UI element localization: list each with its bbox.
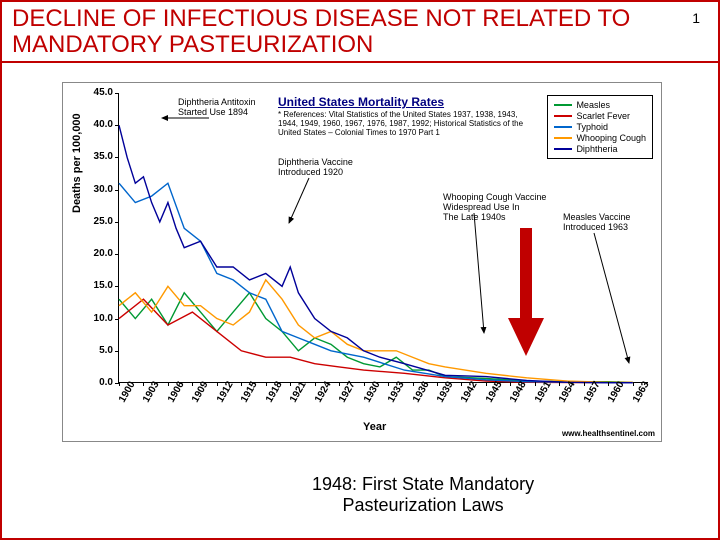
x-tick-label: 1933 — [386, 380, 407, 405]
x-tick-label: 1909 — [190, 380, 211, 405]
x-tick-label: 1927 — [337, 380, 358, 405]
x-tick-label: 1960 — [606, 380, 627, 405]
x-tick-label: 1939 — [435, 380, 456, 405]
y-tick-label: 30.0 — [81, 184, 113, 195]
slide-title: DECLINE OF INFECTIOUS DISEASE NOT RELATE… — [12, 6, 692, 59]
x-tick-label: 1957 — [582, 380, 603, 405]
y-tick-label: 20.0 — [81, 248, 113, 259]
series-scarlet-fever — [119, 299, 633, 382]
x-tick-label: 1942 — [459, 380, 480, 405]
y-tick-label: 35.0 — [81, 151, 113, 162]
x-tick-label: 1924 — [313, 380, 334, 405]
chart-lines — [119, 93, 648, 382]
y-tick-label: 45.0 — [81, 87, 113, 98]
y-tick-label: 0.0 — [81, 377, 113, 388]
x-tick-label: 1906 — [166, 380, 187, 405]
x-tick-label: 1918 — [264, 380, 285, 405]
page-number: 1 — [692, 6, 708, 26]
title-bar: DECLINE OF INFECTIOUS DISEASE NOT RELATE… — [2, 2, 718, 63]
y-tick-label: 5.0 — [81, 345, 113, 356]
x-tick-label: 1954 — [557, 380, 578, 405]
chart-container: United States Mortality Rates * Referenc… — [62, 82, 662, 442]
x-tick-label: 1930 — [362, 380, 383, 405]
x-tick-label: 1921 — [288, 380, 309, 405]
x-tick-label: 1900 — [117, 380, 138, 405]
series-whooping-cough — [119, 280, 633, 382]
x-tick-label: 1915 — [239, 380, 260, 405]
x-tick-label: 1951 — [533, 380, 554, 405]
x-tick-label: 1936 — [411, 380, 432, 405]
chart-annotation: Measles VaccineIntroduced 1963 — [563, 213, 630, 233]
chart-annotation: Diphtheria AntitoxinStarted Use 1894 — [178, 98, 256, 118]
slide: DECLINE OF INFECTIOUS DISEASE NOT RELATE… — [0, 0, 720, 540]
plot-area: 0.05.010.015.020.025.030.035.040.045.019… — [118, 93, 648, 383]
y-tick-label: 10.0 — [81, 313, 113, 324]
chart-annotation: Whooping Cough VaccineWidespread Use InT… — [443, 193, 546, 223]
series-diphtheria — [119, 125, 633, 382]
footer-caption: 1948: First State MandatoryPasteurizatio… — [312, 474, 534, 515]
y-tick-label: 15.0 — [81, 280, 113, 291]
y-tick-label: 25.0 — [81, 216, 113, 227]
x-tick-label: 1948 — [508, 380, 529, 405]
x-axis-label: Year — [363, 421, 386, 433]
chart-annotation: Diphtheria VaccineIntroduced 1920 — [278, 158, 353, 178]
series-typhoid — [119, 183, 633, 382]
source-url: www.healthsentinel.com — [562, 429, 655, 438]
x-tick-label: 1903 — [141, 380, 162, 405]
x-tick-label: 1945 — [484, 380, 505, 405]
x-tick-label: 1963 — [631, 380, 652, 405]
pasteurization-arrow-icon — [508, 228, 544, 363]
x-tick-label: 1912 — [215, 380, 236, 405]
y-tick-label: 40.0 — [81, 119, 113, 130]
